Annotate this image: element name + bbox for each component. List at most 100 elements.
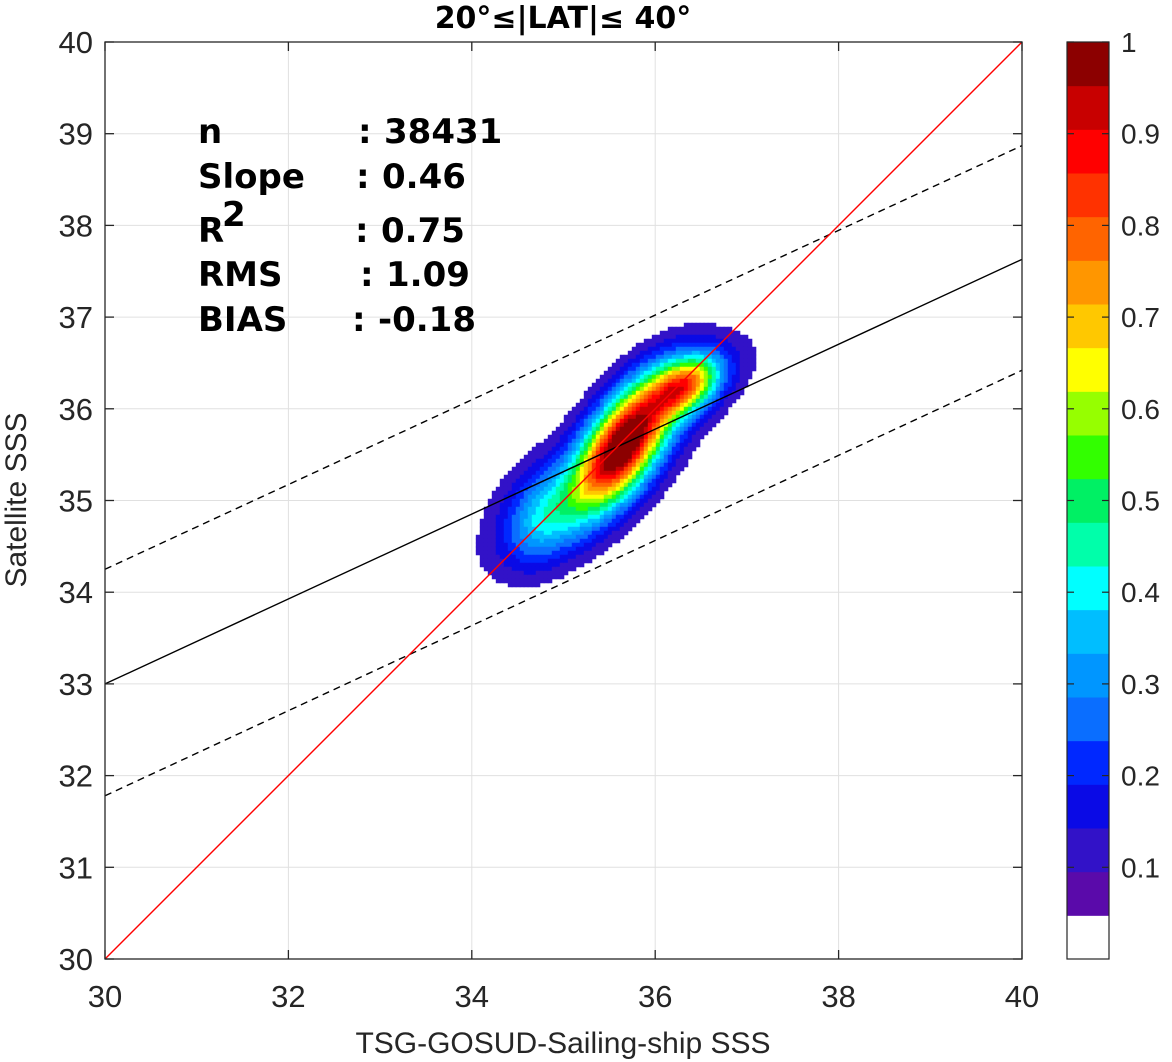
colorbar-segment	[1067, 740, 1109, 785]
density-cell	[547, 570, 553, 576]
density-cell	[603, 390, 609, 396]
density-cell	[491, 498, 497, 504]
density-cell	[631, 490, 637, 496]
density-cell	[747, 370, 753, 376]
density-cell	[599, 526, 605, 532]
density-cell	[631, 506, 637, 512]
density-cell	[695, 330, 701, 336]
density-cell	[499, 526, 505, 532]
density-cell	[735, 346, 741, 352]
density-cell	[639, 382, 645, 388]
density-cell	[607, 522, 613, 528]
density-cell	[523, 566, 529, 572]
density-cell	[531, 470, 537, 476]
density-cell	[607, 414, 613, 420]
density-cell	[523, 510, 529, 516]
density-cell	[643, 478, 649, 484]
density-cell	[599, 474, 605, 480]
density-cell	[571, 534, 577, 540]
density-cell	[623, 462, 629, 468]
density-cell	[607, 402, 613, 408]
density-cell	[663, 486, 669, 492]
density-cell	[643, 338, 649, 344]
density-cell	[671, 374, 677, 380]
density-cell	[651, 386, 657, 392]
density-cell	[583, 446, 589, 452]
density-cell	[623, 394, 629, 400]
density-cell	[671, 330, 677, 336]
density-cell	[571, 526, 577, 532]
density-cell	[623, 506, 629, 512]
density-cell	[635, 394, 641, 400]
density-cell	[699, 398, 705, 404]
density-cell	[715, 394, 721, 400]
density-cell	[591, 458, 597, 464]
density-cell	[511, 566, 517, 572]
density-cell	[591, 538, 597, 544]
density-cell	[627, 446, 633, 452]
density-cell	[719, 350, 725, 356]
density-cell	[695, 350, 701, 356]
y-tick-label: 31	[59, 850, 93, 885]
density-cell	[627, 418, 633, 424]
density-cell	[567, 534, 573, 540]
density-cell	[723, 358, 729, 364]
density-cell	[555, 558, 561, 564]
density-cell	[579, 494, 585, 500]
density-cell	[671, 390, 677, 396]
stat-label: Slope	[198, 157, 305, 197]
density-cell	[499, 546, 505, 552]
density-cell	[635, 486, 641, 492]
density-cell	[603, 386, 609, 392]
density-cell	[675, 414, 681, 420]
density-cell	[635, 430, 641, 436]
density-cell	[671, 434, 677, 440]
density-cell	[515, 518, 521, 524]
density-cell	[687, 434, 693, 440]
density-cell	[615, 518, 621, 524]
density-cell	[531, 514, 537, 520]
density-cell	[491, 514, 497, 520]
density-cell	[503, 570, 509, 576]
density-cell	[691, 418, 697, 424]
density-cell	[543, 494, 549, 500]
density-cell	[523, 502, 529, 508]
density-cell	[695, 366, 701, 372]
density-cell	[603, 466, 609, 472]
density-cell	[687, 426, 693, 432]
density-cell	[527, 482, 533, 488]
density-cell	[631, 430, 637, 436]
stat-separator: :	[352, 300, 366, 340]
density-cell	[563, 458, 569, 464]
colorbar-segment	[1067, 391, 1109, 436]
density-cell	[563, 446, 569, 452]
density-cell	[727, 334, 733, 340]
density-cell	[579, 454, 585, 460]
density-cell	[507, 566, 513, 572]
density-cell	[615, 414, 621, 420]
density-cell	[659, 494, 665, 500]
density-cell	[667, 426, 673, 432]
density-cell	[695, 346, 701, 352]
density-cell	[599, 466, 605, 472]
density-cell	[539, 514, 545, 520]
density-cell	[655, 342, 661, 348]
density-cell	[663, 482, 669, 488]
density-cell	[479, 522, 485, 528]
density-cell	[615, 514, 621, 520]
density-cell	[547, 454, 553, 460]
density-cell	[711, 350, 717, 356]
density-cell	[555, 514, 561, 520]
density-cell	[591, 442, 597, 448]
density-cell	[583, 398, 589, 404]
density-cell	[499, 510, 505, 516]
density-cell	[523, 470, 529, 476]
density-cell	[699, 426, 705, 432]
density-cell	[535, 570, 541, 576]
x-tick-label: 34	[455, 979, 489, 1014]
density-cell	[523, 570, 529, 576]
density-cell	[615, 530, 621, 536]
density-cell	[603, 410, 609, 416]
density-cell	[639, 498, 645, 504]
density-cell	[679, 434, 685, 440]
